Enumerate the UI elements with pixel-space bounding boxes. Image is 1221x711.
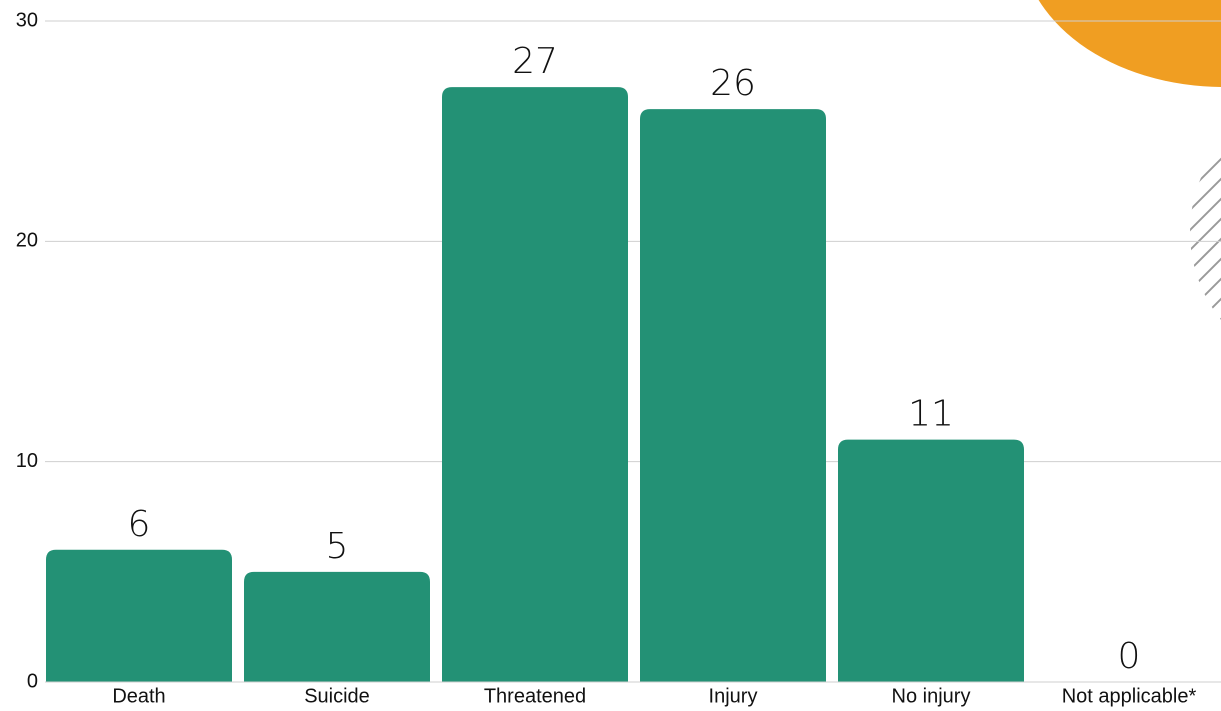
- x-tick-label: Suicide: [304, 685, 370, 707]
- y-tick-label: 20: [16, 230, 38, 252]
- x-tick-label: Death: [112, 685, 165, 707]
- bar: [442, 87, 628, 683]
- x-tick-label: No injury: [892, 685, 971, 707]
- decor-hatch: [1190, 99, 1221, 372]
- decor-circle: [1038, 0, 1221, 87]
- value-label: 0: [1118, 636, 1141, 677]
- value-label: 27: [512, 41, 558, 82]
- bar: [244, 571, 430, 682]
- x-tick-label: Not applicable*: [1062, 685, 1197, 707]
- bar: [838, 439, 1024, 682]
- y-tick-label: 30: [16, 9, 38, 31]
- bar: [640, 109, 826, 683]
- y-tick-label: 10: [16, 450, 38, 472]
- bar: [46, 549, 232, 682]
- x-tick-label: Injury: [709, 685, 758, 707]
- y-tick-label: 0: [27, 670, 38, 692]
- value-label: 6: [128, 504, 151, 545]
- value-label: 26: [710, 63, 756, 104]
- value-label: 11: [908, 394, 954, 435]
- x-tick-label: Threatened: [484, 685, 586, 707]
- value-label: 5: [326, 526, 349, 567]
